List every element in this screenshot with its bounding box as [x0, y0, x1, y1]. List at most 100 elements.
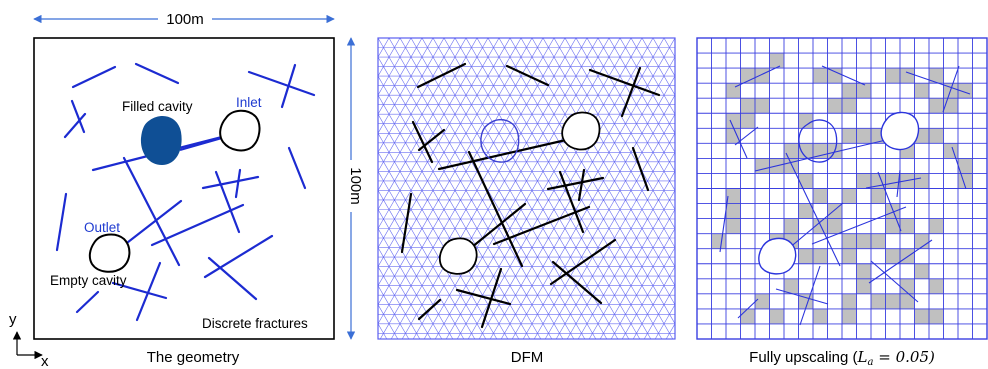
- fracture: [734, 65, 781, 88]
- geometry-caption: The geometry: [147, 349, 240, 366]
- fracture: [134, 62, 180, 85]
- upscaled-cell: [943, 143, 958, 159]
- fracture: [234, 168, 242, 199]
- mesh-lines: [378, 38, 675, 339]
- upscaled-cell: [856, 263, 871, 279]
- outlet-cavity-shape: [88, 233, 131, 273]
- upscaled-cell: [842, 233, 857, 249]
- fracture: [775, 288, 829, 305]
- upscaled-cell: [842, 98, 857, 114]
- upscaled-cell: [900, 293, 915, 309]
- upscaled-cell: [798, 248, 813, 264]
- fracture: [287, 146, 307, 190]
- upscaled-filled-cavity-outline: [798, 119, 838, 163]
- upscaled-cell: [755, 68, 770, 84]
- y-axis-label: y: [9, 311, 17, 328]
- upscaled-cell: [842, 128, 857, 144]
- upscaling-caption: Fully upscaling (La = 0.05): [749, 348, 935, 368]
- upscaled-cell: [740, 308, 755, 324]
- fracture: [905, 71, 971, 95]
- fracture: [437, 138, 568, 171]
- fracture: [135, 261, 162, 322]
- upscaled-cell: [885, 218, 900, 234]
- upscaled-cell: [813, 68, 828, 84]
- upscaled-cell: [769, 308, 784, 324]
- upscaled-cell: [929, 98, 944, 114]
- upscaled-cell: [914, 308, 929, 324]
- upscaled-cell: [856, 233, 871, 249]
- fracture: [111, 281, 168, 300]
- width-dimension-label: 100m: [166, 11, 204, 28]
- upscaled-cell: [929, 68, 944, 84]
- upscaled-cell: [856, 173, 871, 189]
- fracture: [455, 288, 512, 306]
- upscaled-cell: [798, 113, 813, 129]
- cavity-connecting-fracture: [179, 137, 223, 151]
- dfm-fracture-set: [400, 62, 661, 329]
- fracture: [821, 65, 866, 86]
- upscaled-inlet-cavity: [880, 111, 920, 151]
- dfm-outlet-cavity: [438, 237, 478, 275]
- upscaled-cell: [885, 68, 900, 84]
- fracture: [467, 150, 524, 268]
- upscaled-cell: [755, 293, 770, 309]
- upscaled-cell: [784, 143, 799, 159]
- upscaled-cell: [900, 218, 915, 234]
- fracture: [870, 260, 919, 303]
- upscaled-cell: [813, 248, 828, 264]
- upscaled-cell: [813, 188, 828, 204]
- upscaled-cell: [755, 158, 770, 174]
- dfm-boundary: [377, 37, 676, 340]
- fracture: [754, 139, 887, 172]
- upscaling-panel: Fully upscaling (La = 0.05): [696, 37, 988, 368]
- caption-subscript: a: [868, 357, 874, 368]
- upscaled-cell: [842, 83, 857, 99]
- fracture: [620, 66, 642, 118]
- fracture: [71, 65, 117, 89]
- fracture: [411, 120, 434, 164]
- upscaled-cell: [856, 278, 871, 294]
- upscaled-cell: [726, 83, 741, 99]
- upscaled-cell: [871, 188, 886, 204]
- dfm-inlet-cavity: [561, 111, 601, 151]
- fracture: [811, 206, 907, 245]
- upscaled-cell: [856, 128, 871, 144]
- upscaled-cell: [914, 263, 929, 279]
- caption-prefix: Fully upscaling (: [749, 349, 857, 366]
- upscaled-cell: [827, 68, 842, 84]
- upscaled-cell: [914, 83, 929, 99]
- upscaled-cell: [900, 278, 915, 294]
- height-dimension-label: 100m: [347, 167, 364, 205]
- upscaled-cell: [726, 203, 741, 219]
- upscaled-cell: [856, 83, 871, 99]
- upscaled-cell: [827, 98, 842, 114]
- upscaled-cell: [798, 173, 813, 189]
- discrete-fractures-label: Discrete fractures: [202, 316, 308, 331]
- upscaled-cell: [813, 143, 828, 159]
- upscaled-cell: [726, 188, 741, 204]
- fracture: [799, 265, 821, 326]
- filled-cavity-shape: [140, 116, 182, 165]
- fracture: [577, 168, 586, 202]
- upscaled-cell: [885, 173, 900, 189]
- fracture: [551, 260, 603, 305]
- upscaled-cell: [784, 218, 799, 234]
- fracture: [55, 192, 68, 252]
- fracture: [150, 203, 245, 247]
- dfm-caption: DFM: [511, 349, 544, 366]
- fracture: [865, 177, 922, 189]
- upscaled-cell: [813, 218, 828, 234]
- fracture: [417, 298, 442, 321]
- inlet-label: Inlet: [236, 95, 262, 110]
- upscaled-cell: [784, 278, 799, 294]
- caption-value: = 0.05): [873, 348, 935, 366]
- fracture: [729, 119, 748, 159]
- upscaled-cell: [726, 128, 741, 144]
- fracture: [737, 298, 759, 319]
- upscaling-boundary: [696, 37, 988, 340]
- upscaled-cell: [914, 173, 929, 189]
- upscaled-cell: [726, 113, 741, 129]
- upscaled-cell: [798, 203, 813, 219]
- fracture: [719, 195, 729, 253]
- fracture: [417, 128, 446, 152]
